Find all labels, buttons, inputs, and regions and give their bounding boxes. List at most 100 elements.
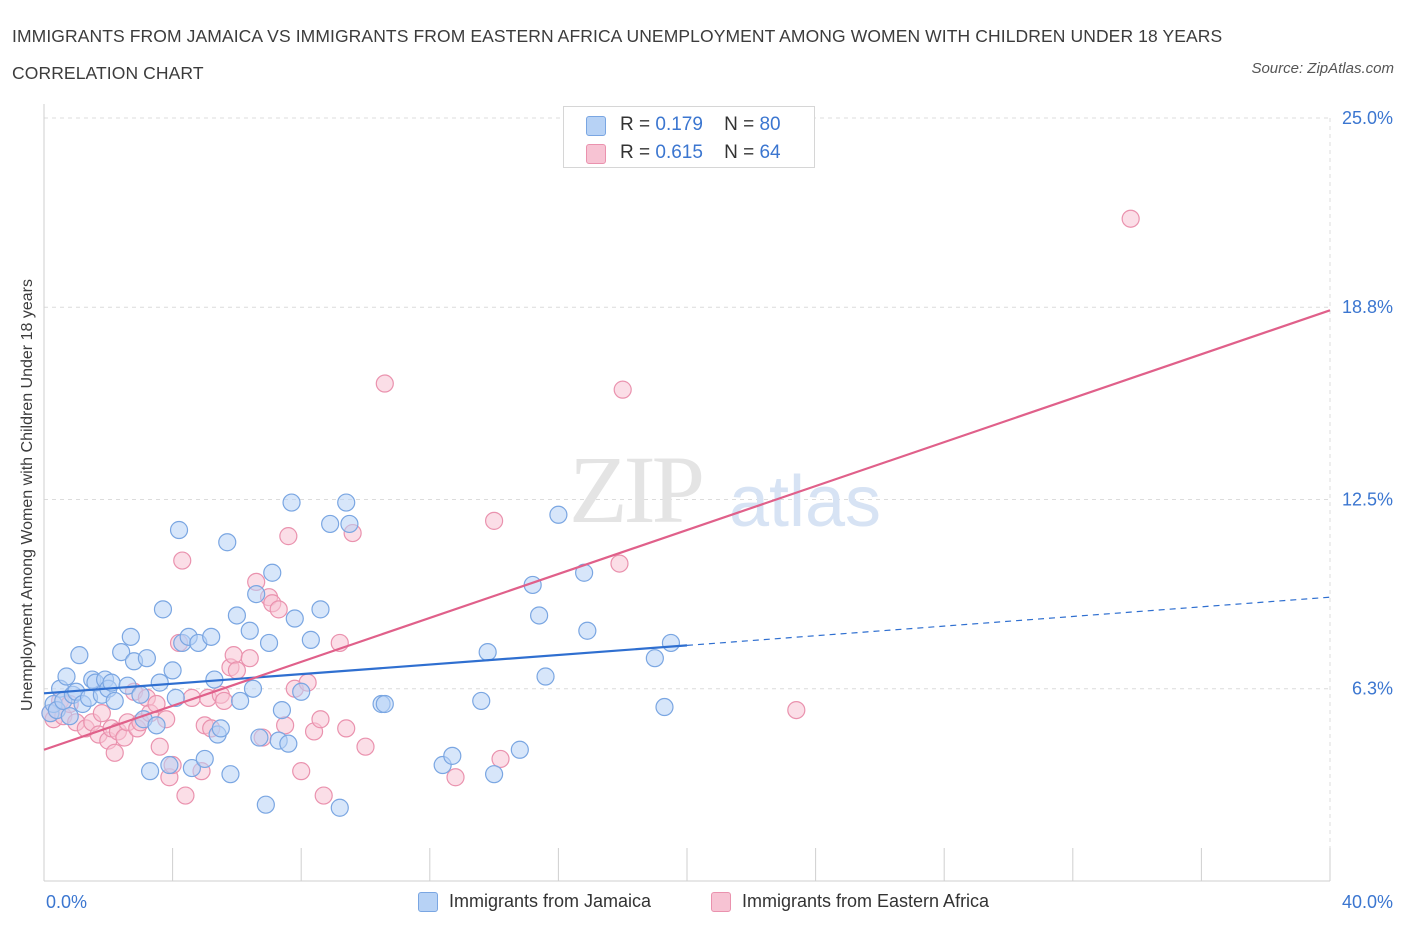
jamaica-trend-extension: [686, 596, 1331, 646]
y-tick-label: 12.5%: [1342, 490, 1393, 510]
eastern-africa-point: [150, 737, 169, 756]
jamaica-point: [478, 642, 497, 662]
jamaica-point: [578, 621, 597, 640]
eastern-africa-point: [92, 704, 111, 723]
eastern-africa-point: [224, 646, 243, 665]
legend-swatch-jamaica: [418, 892, 438, 912]
jamaica-point: [263, 563, 282, 582]
jamaica-point: [549, 505, 568, 524]
jamaica-point: [301, 630, 320, 649]
jamaica-point: [202, 627, 221, 646]
jamaica-point: [279, 734, 298, 753]
jamaica-point: [60, 707, 79, 726]
jamaica-point: [311, 600, 330, 619]
axes: [43, 104, 1331, 882]
legend-r-value: 0.179: [655, 114, 703, 135]
eastern-africa-point: [276, 716, 295, 735]
legend-swatch-jamaica: [586, 116, 606, 136]
eastern-africa-point: [176, 786, 195, 805]
jamaica-point: [330, 798, 349, 817]
eastern-africa-point: [227, 661, 246, 680]
jamaica-point: [472, 691, 491, 711]
jamaica-point: [147, 716, 166, 735]
jamaica-point: [140, 762, 160, 781]
jamaica-point: [195, 749, 214, 769]
legend-n-label: N =: [724, 114, 755, 135]
jamaica-point: [375, 694, 394, 714]
jamaica-point: [163, 661, 182, 680]
jamaica-point: [105, 691, 124, 711]
eastern-africa-point: [214, 691, 234, 711]
jamaica-point: [272, 700, 292, 720]
jamaica-point: [292, 682, 311, 701]
eastern-africa-point: [613, 380, 632, 399]
jamaica-point: [256, 795, 275, 814]
jamaica-point: [340, 514, 359, 534]
trend-lines: [43, 309, 1331, 751]
jamaica-point: [243, 679, 263, 698]
eastern-africa-point: [147, 694, 166, 714]
eastern-africa-point: [446, 768, 465, 787]
legend-swatch-eastern-africa: [586, 144, 606, 164]
eastern-africa-point: [610, 554, 629, 573]
jamaica-point: [218, 533, 237, 552]
jamaica-point: [131, 685, 150, 704]
jamaica-point: [211, 719, 230, 738]
eastern-africa-point: [105, 743, 124, 762]
jamaica-point: [247, 585, 266, 604]
legend-r-value: 0.615: [655, 142, 703, 163]
jamaica-point: [282, 493, 301, 512]
jamaica-point: [259, 633, 279, 653]
jamaica-point: [337, 493, 356, 512]
jamaica-point: [112, 642, 131, 662]
legend-n-value: 80: [759, 114, 781, 135]
watermark: ZIP atlas: [569, 436, 881, 543]
jamaica-point: [530, 606, 549, 625]
eastern-africa-point: [356, 737, 375, 756]
eastern-africa-point: [375, 374, 394, 393]
jamaica-point: [655, 697, 674, 717]
chart-title: IMMIGRANTS FROM JAMAICA VS IMMIGRANTS FR…: [12, 26, 1223, 83]
jamaica-point: [661, 633, 681, 653]
jamaica-point: [510, 740, 529, 759]
watermark-atlas: atlas: [729, 462, 881, 542]
eastern-africa-point: [491, 749, 510, 769]
legend-r-label: R =: [620, 142, 651, 163]
y-tick-label: 6.3%: [1352, 679, 1393, 699]
legend-label-jamaica: Immigrants from Jamaica: [449, 891, 652, 911]
eastern-africa-point: [1121, 209, 1140, 228]
correlation-legend: R = 0.179 N = 80 R = 0.615 N = 64: [563, 106, 815, 168]
eastern-africa-point: [240, 649, 259, 668]
jamaica-point: [70, 646, 89, 665]
eastern-africa-point: [485, 511, 504, 530]
jamaica-point: [227, 606, 246, 625]
source-credit: Source: ZipAtlas.com: [1251, 60, 1394, 77]
jamaica-point: [485, 765, 504, 784]
x-tick-label: 0.0%: [46, 892, 87, 912]
jamaica-point: [153, 600, 173, 619]
jamaica-point: [160, 755, 179, 775]
jamaica-point: [121, 627, 140, 646]
jamaica-point: [182, 758, 201, 778]
jamaica-point: [645, 649, 664, 668]
jamaica-trend-line: [43, 644, 688, 695]
jamaica-point: [57, 667, 76, 686]
jamaica-point: [221, 765, 240, 784]
legend-label-eastern-africa: Immigrants from Eastern Africa: [742, 891, 990, 911]
eastern-africa-point: [337, 719, 356, 738]
eastern-africa-point: [292, 762, 311, 781]
jamaica-point: [285, 609, 304, 628]
eastern-africa-point: [279, 527, 298, 546]
y-tick-label: 25.0%: [1342, 108, 1393, 128]
eastern-africa-point: [311, 710, 330, 729]
eastern-africa-trend-line: [43, 309, 1331, 751]
jamaica-point: [137, 649, 156, 668]
legend-r-label: R =: [620, 114, 651, 135]
tick-labels: 25.0% 18.8% 12.5% 6.3% 0.0% 40.0%: [46, 108, 1393, 912]
jamaica-point: [231, 691, 250, 711]
eastern-africa-point: [269, 600, 288, 619]
jamaica-point: [169, 520, 189, 540]
eastern-africa-point: [173, 551, 192, 570]
legend-n-value: 64: [759, 142, 781, 163]
jamaica-point: [536, 667, 555, 686]
